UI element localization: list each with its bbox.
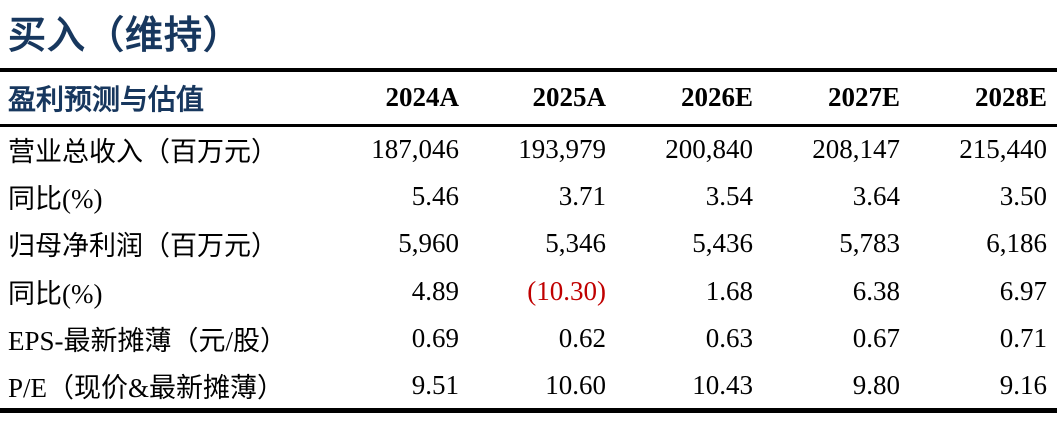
forecast-valuation-table: 盈利预测与估值 2024A 2025A 2026E 2027E 2028E 营业… (0, 68, 1057, 413)
cell-value: 215,440 (959, 134, 1047, 164)
cell-value: 3.54 (705, 180, 753, 211)
cell-value: 0.71 (999, 323, 1047, 354)
table-row-revenue: 营业总收入（百万元） 187,046 193,979 200,840 208,1… (0, 125, 1057, 173)
cell-value: 5,346 (545, 228, 606, 259)
cell-value: 9.80 (852, 369, 900, 400)
cell-value: 3.50 (999, 180, 1047, 211)
header-year-2028e: 2028E (974, 82, 1047, 113)
rating-title: 买入（维持） (8, 15, 243, 57)
cell-value: 9.51 (411, 369, 459, 400)
cell-value: 187,046 (371, 134, 459, 164)
cell-value: 5,960 (398, 228, 459, 259)
cell-value: 6.38 (852, 275, 900, 306)
header-table-title: 盈利预测与估值 (8, 84, 205, 116)
header-year-2026e: 2026E (680, 82, 753, 113)
cell-value: 3.71 (558, 180, 606, 211)
cell-value: 5,783 (839, 228, 900, 259)
header-year-2025a: 2025A (532, 82, 607, 113)
header-year-2024a: 2024A (385, 82, 460, 113)
table-row-net-profit: 归母净利润（百万元） 5,960 5,346 5,436 5,783 6,186 (0, 220, 1057, 268)
cell-value: 193,979 (518, 134, 606, 164)
cell-value: 200,840 (665, 134, 753, 164)
row-label: 同比(%) (8, 278, 103, 309)
table-row-eps: EPS-最新摊薄（元/股） 0.69 0.62 0.63 0.67 0.71 (0, 315, 1057, 363)
row-label: EPS-最新摊薄（元/股） (8, 326, 288, 357)
table-row-revenue-yoy: 同比(%) 5.46 3.71 3.54 3.64 3.50 (0, 173, 1057, 221)
cell-value: 5,436 (692, 228, 753, 259)
cell-value: 0.69 (411, 323, 459, 354)
row-label: 归母净利润（百万元） (8, 231, 278, 262)
cell-value: 3.64 (852, 180, 900, 211)
cell-value: 5.46 (411, 180, 459, 211)
cell-value: 9.16 (999, 369, 1047, 400)
table-header-row: 盈利预测与估值 2024A 2025A 2026E 2027E 2028E (0, 70, 1057, 125)
cell-value: 0.67 (852, 323, 900, 354)
table-row-pe: P/E（现价&最新摊薄） 9.51 10.60 10.43 9.80 9.16 (0, 363, 1057, 411)
table-row-net-profit-yoy: 同比(%) 4.89 (10.30) 1.68 6.38 6.97 (0, 268, 1057, 316)
row-label: P/E（现价&最新摊薄） (8, 372, 285, 403)
cell-value: 0.63 (705, 323, 753, 354)
cell-value: 10.60 (545, 369, 606, 400)
cell-value-negative: (10.30) (527, 275, 606, 306)
row-label: 营业总收入（百万元） (8, 137, 278, 167)
cell-value: 1.68 (705, 275, 753, 306)
cell-value: 6.97 (999, 275, 1047, 306)
cell-value: 10.43 (692, 369, 753, 400)
header-year-2027e: 2027E (827, 82, 900, 113)
cell-value: 4.89 (411, 275, 459, 306)
cell-value: 6,186 (986, 228, 1047, 259)
row-label: 同比(%) (8, 183, 103, 214)
cell-value: 208,147 (812, 134, 900, 164)
cell-value: 0.62 (558, 323, 606, 354)
